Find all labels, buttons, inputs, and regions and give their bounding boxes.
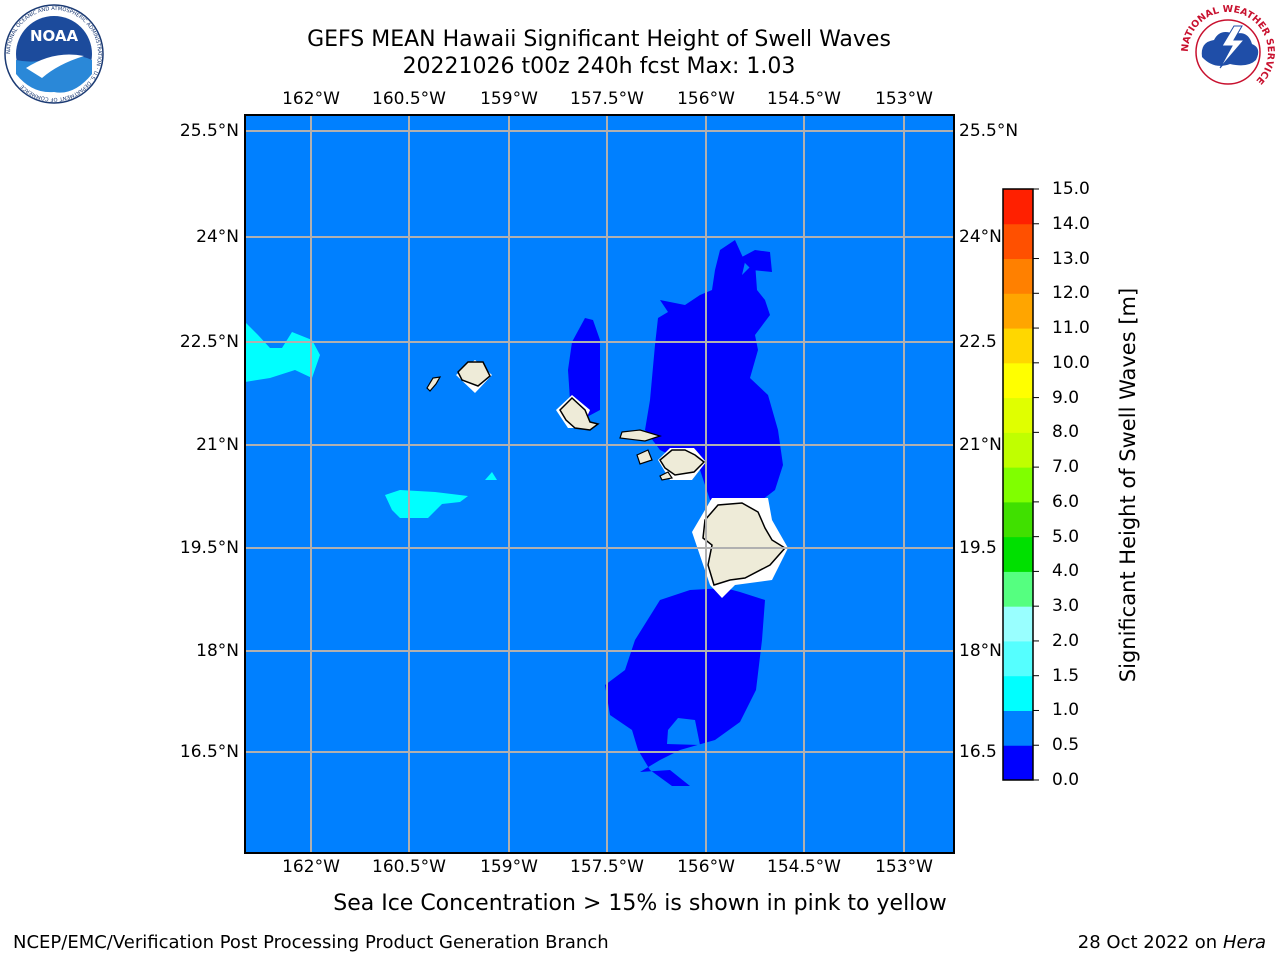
lon-tick-top: 160.5°W: [372, 89, 446, 109]
island-molokai: [619, 429, 662, 442]
island-niihau: [426, 376, 442, 392]
colorbar-tick-label: 15.0: [1052, 179, 1090, 199]
colorbar-tick-label: 0.0: [1052, 770, 1080, 790]
colorbar-swatch: [1003, 432, 1033, 468]
lon-tick-top: 162°W: [282, 89, 340, 109]
island-kauai: [457, 361, 491, 387]
colorbar-swatch: [1003, 189, 1033, 225]
colorbar-tick-label: 1.5: [1052, 665, 1080, 686]
colorbar-tick-label: 3.0: [1052, 596, 1080, 617]
lat-tick-right: 24°N: [959, 227, 1002, 247]
lon-tick-top: 154.5°W: [767, 89, 841, 109]
island-maui: [659, 449, 706, 476]
island-hawaii: [702, 502, 787, 586]
colorbar-swatch: [1003, 571, 1033, 607]
noaa-logo-text: NOAA: [30, 27, 79, 45]
lon-tick-bottom: 159°W: [480, 857, 538, 877]
footer-host: Hera: [1222, 932, 1266, 953]
chart-title: GEFS MEAN Hawaii Significant Height of S…: [307, 27, 891, 52]
colorbar-swatch: [1003, 328, 1033, 364]
colorbar-frame: [1002, 188, 1034, 781]
colorbar-tick-label: 2.0: [1052, 630, 1080, 651]
low-swell-region: [645, 240, 783, 500]
colorbar-label: Significant Height of Swell Waves [m]: [1116, 287, 1140, 683]
colorbar-tick-label: 10.0: [1052, 352, 1090, 373]
cyan-patch-west: [245, 322, 320, 382]
low-swell-region-south: [605, 588, 765, 786]
island-kahoolawe: [659, 471, 673, 481]
colorbar-swatch: [1003, 675, 1033, 711]
lon-tick-bottom: 162°W: [282, 857, 340, 877]
lon-tick-top: 159°W: [480, 89, 538, 109]
colorbar-tick-label: 0.5: [1052, 735, 1080, 756]
colorbar-tick-label: 9.0: [1052, 387, 1080, 408]
ocean-hole-south: [667, 718, 700, 745]
lat-tick-left: 18°N: [196, 641, 239, 661]
lon-tick-bottom: 160.5°W: [372, 857, 446, 877]
lon-tick-bottom: 153°W: [875, 857, 933, 877]
lon-tick-top: 157.5°W: [570, 89, 644, 109]
colorbar-swatch: [1003, 536, 1033, 572]
colorbar-swatch: [1003, 362, 1033, 399]
lat-tick-left: 16.5°N: [179, 742, 239, 762]
sea-ice-caption: Sea Ice Concentration > 15% is shown in …: [333, 891, 947, 916]
lon-tick-bottom: 154.5°W: [767, 857, 841, 877]
colorbar-swatch: [1003, 745, 1033, 781]
colorbar-swatch: [1003, 606, 1033, 642]
lat-tick-left: 22.5°N: [179, 332, 239, 352]
colorbar-tick-label: 7.0: [1052, 457, 1080, 478]
colorbar-tick-label: 1.0: [1052, 700, 1080, 721]
lat-tick-left: 19.5°N: [179, 538, 239, 558]
lon-tick-bottom: 156°W: [677, 857, 735, 877]
lat-tick-right: 16.5: [959, 742, 997, 762]
footer-date: 28 Oct 2022 on Hera: [1078, 932, 1266, 954]
colorbar-swatch: [1003, 710, 1033, 746]
island-lanai: [636, 449, 653, 465]
lon-tick-bottom: 157.5°W: [570, 857, 644, 877]
colorbar: [1002, 188, 1039, 781]
colorbar-tick-label: 11.0: [1052, 318, 1090, 339]
lon-tick-top: 153°W: [875, 89, 933, 109]
colorbar-swatch: [1003, 223, 1033, 260]
nws-logo: NATIONAL WEATHER SERVICE: [1180, 4, 1276, 100]
colorbar-swatch: [1003, 467, 1033, 503]
colorbar-tick-label: 13.0: [1052, 248, 1090, 269]
colorbar-tick-label: 4.0: [1052, 561, 1080, 582]
map-frame: [244, 114, 955, 854]
lat-tick-right: 22.5: [959, 332, 997, 352]
lat-tick-right: 19.5: [959, 538, 997, 558]
colorbar-swatch: [1003, 293, 1033, 329]
colorbar-swatch: [1003, 640, 1033, 677]
chart-subtitle: 20221026 t00z 240h fcst Max: 1.03: [402, 54, 796, 79]
footer-date-text: 28 Oct 2022 on: [1077, 932, 1218, 953]
lat-tick-right: 18°N: [959, 641, 1002, 661]
colorbar-tick-label: 14.0: [1052, 213, 1090, 234]
graticule: [245, 115, 954, 853]
lat-tick-left: 21°N: [196, 435, 239, 455]
lat-tick-right: 25.5°N: [959, 121, 1019, 141]
colorbar-swatch: [1003, 258, 1033, 294]
lat-tick-left: 25.5°N: [179, 121, 239, 141]
colorbar-tick-label: 12.0: [1052, 283, 1090, 304]
ocean-area: [245, 115, 954, 853]
low-swell-patch-ne: [740, 250, 772, 272]
colorbar-tick-label: 5.0: [1052, 526, 1080, 547]
colorbar-tick-label: 8.0: [1052, 422, 1080, 443]
colorbar-swatch: [1003, 397, 1033, 433]
lon-tick-top: 156°W: [677, 89, 735, 109]
cyan-patch-small: [485, 472, 497, 480]
lat-tick-right: 21°N: [959, 435, 1002, 455]
colorbar-tick-label: 6.0: [1052, 491, 1080, 512]
footer-credit: NCEP/EMC/Verification Post Processing Pr…: [13, 932, 609, 953]
noaa-logo: NOAA NATIONAL OCEANIC AND ATMOSPHERIC AD…: [4, 4, 104, 104]
lat-tick-left: 24°N: [196, 227, 239, 247]
colorbar-swatch: [1003, 501, 1033, 538]
island-oahu: [559, 396, 600, 431]
cyan-patch-south: [385, 490, 468, 518]
